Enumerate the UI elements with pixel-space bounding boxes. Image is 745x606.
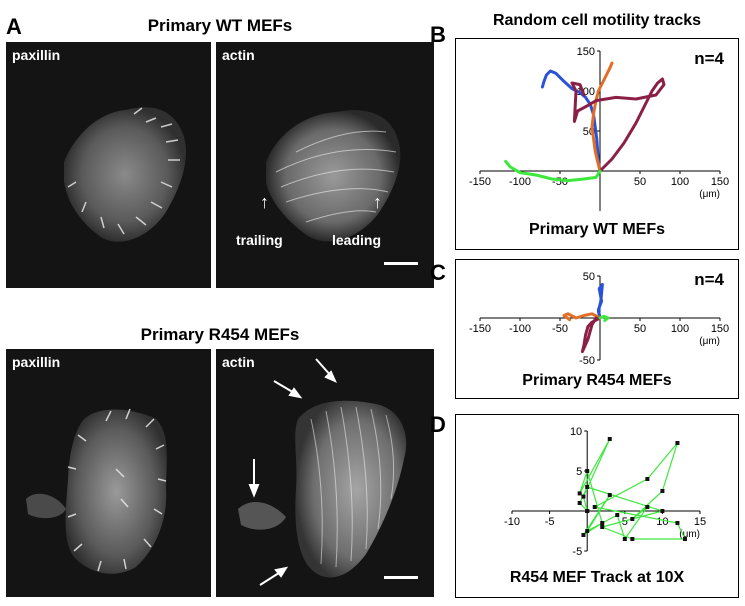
wt-paxillin-micrograph: paxillin bbox=[6, 42, 211, 288]
chart-d-caption: R454 MEF Track at 10X bbox=[509, 569, 685, 586]
track-series-line bbox=[504, 159, 602, 183]
r454-actin-arrows bbox=[248, 358, 337, 586]
track-point bbox=[585, 485, 590, 489]
x-tick-label: -50 bbox=[552, 323, 568, 335]
wt-actin-label: actin bbox=[222, 47, 255, 63]
leading-arrow-icon: ↑ bbox=[373, 192, 382, 212]
x-unit-label: (μm) bbox=[699, 189, 720, 200]
track-point bbox=[675, 521, 680, 525]
y-tick-label: 150 bbox=[577, 46, 595, 58]
scale-bar bbox=[384, 576, 418, 579]
x-tick-label: -10 bbox=[504, 516, 520, 528]
chart-c-n-label: n=4 bbox=[694, 270, 724, 289]
track-point bbox=[682, 537, 687, 541]
track-series-line bbox=[590, 61, 614, 173]
leading-label: leading bbox=[332, 232, 382, 248]
track-point bbox=[607, 437, 612, 441]
track-series-line bbox=[596, 282, 604, 320]
panel-letter-a: A bbox=[6, 14, 22, 39]
wt-paxillin-cell bbox=[64, 107, 186, 242]
panel-letter-b: B bbox=[430, 22, 446, 47]
x-tick-label: 100 bbox=[671, 176, 689, 188]
track-series-line bbox=[579, 438, 686, 540]
y-tick-label: -5 bbox=[572, 546, 582, 558]
track-point bbox=[675, 441, 680, 445]
chart-b-caption: Primary WT MEFs bbox=[528, 221, 666, 238]
track-point bbox=[607, 493, 612, 497]
track-point bbox=[577, 491, 582, 496]
x-tick-label: -150 bbox=[469, 176, 491, 188]
r454-micrograph-title: Primary R454 MEFs bbox=[140, 325, 300, 344]
wt-actin-micrograph: actin ↑ trailing ↑ leading bbox=[216, 42, 434, 288]
x-tick-label: 150 bbox=[711, 176, 729, 188]
chart-d-frame: -10 -5 5 10 15 10 5 -5 (μm) R454 MEF Track at 10… bbox=[455, 414, 739, 598]
x-tick-label: 15 bbox=[694, 516, 706, 528]
x-tick-label: 150 bbox=[711, 323, 729, 335]
x-tick-label: -100 bbox=[509, 176, 531, 188]
y-tick-label: 10 bbox=[570, 426, 582, 438]
track-series-line bbox=[570, 77, 666, 173]
track-point bbox=[660, 509, 665, 513]
panel-letter-c: C bbox=[430, 260, 446, 285]
track-point bbox=[585, 469, 590, 473]
chart-d-svg: -10 -5 5 10 15 10 5 -5 (μm) bbox=[504, 426, 706, 558]
r454-actin-micrograph: actin bbox=[216, 349, 434, 597]
chart-b-title: Random cell motility tracks bbox=[492, 12, 702, 29]
track-point bbox=[615, 513, 620, 517]
x-tick-label: 5 bbox=[622, 516, 628, 528]
x-tick-label: -5 bbox=[545, 516, 555, 528]
trailing-label: trailing bbox=[236, 232, 283, 248]
x-tick-label: -150 bbox=[469, 323, 491, 335]
x-tick-label: 10 bbox=[656, 516, 668, 528]
scale-bar bbox=[384, 262, 418, 265]
track-series-line bbox=[598, 314, 610, 322]
track-point bbox=[585, 509, 590, 513]
wt-micrograph-title: Primary WT MEFs bbox=[147, 16, 293, 35]
y-tick-label: 5 bbox=[576, 466, 582, 478]
track-point bbox=[592, 505, 597, 509]
y-tick-label: 50 bbox=[583, 271, 595, 283]
track-point bbox=[645, 505, 650, 509]
wt-actin-cell bbox=[266, 110, 401, 242]
chart-c-caption: Primary R454 MEFs bbox=[522, 372, 672, 389]
wt-paxillin-label: paxillin bbox=[12, 47, 61, 63]
track-point bbox=[645, 477, 650, 481]
r454-actin-cell bbox=[238, 400, 407, 578]
x-unit-label: (μm) bbox=[699, 336, 720, 347]
x-tick-label: 100 bbox=[671, 323, 689, 335]
chart-c-frame: -150 -100 -50 50 100 150 50 -50 (μm) n=4 Primary… bbox=[455, 259, 739, 399]
track-point bbox=[600, 521, 605, 525]
track-point bbox=[577, 501, 582, 505]
track-point bbox=[630, 537, 635, 541]
x-tick-label: 50 bbox=[634, 323, 646, 335]
x-tick-label: 50 bbox=[634, 176, 646, 188]
chart-c-svg: -150 -100 -50 50 100 150 50 -50 (μm) bbox=[469, 271, 729, 367]
chart-b-frame: -150 -100 -50 50 100 150 150 100 50 (μm) n=4 Prim… bbox=[455, 38, 739, 250]
chart-b-n-label: n=4 bbox=[694, 49, 724, 68]
x-tick-label: -100 bbox=[509, 323, 531, 335]
track-series-line bbox=[580, 316, 602, 354]
track-point bbox=[622, 537, 627, 541]
panel-letter-d: D bbox=[430, 412, 446, 437]
r454-paxillin-cell bbox=[26, 408, 167, 574]
r454-paxillin-label: paxillin bbox=[12, 354, 61, 370]
x-unit-label: (μm) bbox=[679, 529, 700, 540]
track-point bbox=[581, 533, 586, 537]
y-tick-label: -50 bbox=[579, 355, 595, 367]
track-point bbox=[630, 517, 635, 521]
track-point bbox=[600, 525, 605, 529]
r454-paxillin-micrograph: paxillin bbox=[6, 349, 211, 597]
track-series-line bbox=[562, 312, 602, 322]
track-point bbox=[660, 489, 665, 493]
track-point bbox=[585, 529, 590, 533]
trailing-arrow-icon: ↑ bbox=[260, 192, 269, 212]
track-point bbox=[581, 494, 586, 499]
r454-actin-label: actin bbox=[222, 354, 255, 370]
